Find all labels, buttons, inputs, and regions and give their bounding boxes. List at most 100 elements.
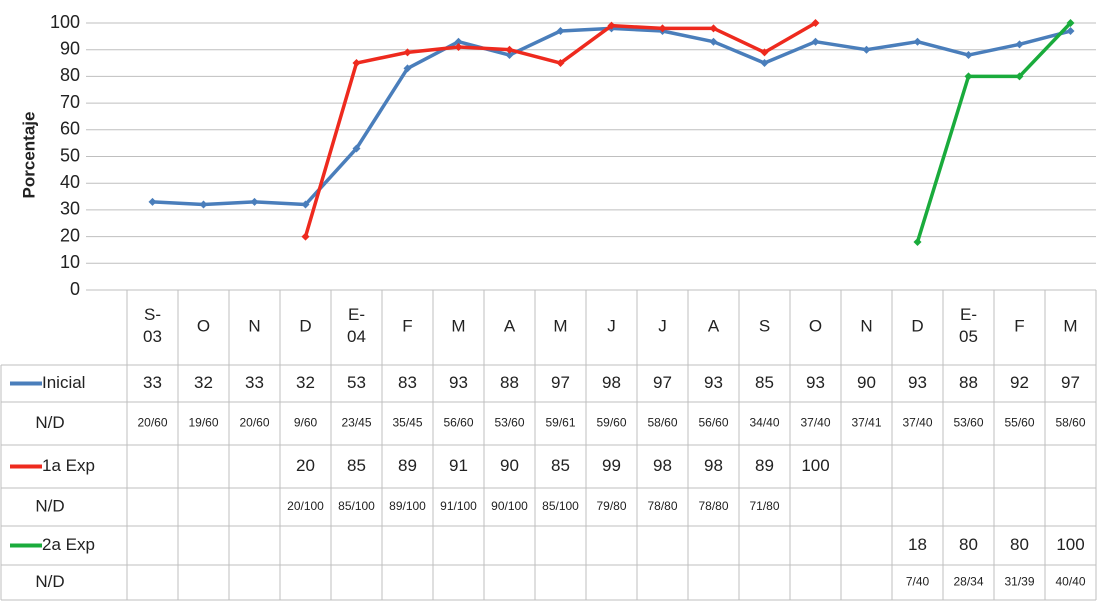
ratio-cell: 7/40 [906,575,930,589]
ratio-cell: 31/39 [1004,575,1034,589]
y-tick-label: 70 [60,92,80,112]
value-cell: 83 [398,373,417,392]
point [403,48,412,57]
value-cell: 97 [1061,373,1080,392]
value-cell: 93 [449,373,468,392]
x-tick-label: E- 05 [959,305,978,346]
ratio-cell: 55/60 [1004,416,1034,430]
ratio-cell: 37/40 [902,416,932,430]
ratio-cell: 23/45 [341,416,371,430]
series-line [915,21,1072,243]
ratio-cell: 20/100 [287,499,324,513]
y-tick-label: 10 [60,252,80,272]
point [709,24,718,33]
row-label: N/D [35,572,64,591]
ratio-cell: 53/60 [494,416,524,430]
ratio-cell: 56/60 [698,416,728,430]
value-cell: 91 [449,456,468,475]
x-tick-label: M [553,316,567,335]
row-label: N/D [35,496,64,515]
x-tick-label: S [759,316,770,335]
point [811,19,820,27]
legend-label: Inicial [42,373,85,392]
ratio-cell: 78/80 [647,499,677,513]
point [760,48,769,57]
ratio-cell: 91/100 [440,499,477,513]
point [301,200,310,209]
y-tick-label: 100 [50,12,80,32]
y-tick-label: 60 [60,119,80,139]
y-tick-label: 80 [60,65,80,85]
legend-label: 2a Exp [42,535,95,554]
x-tick-label: N [860,316,872,335]
ratio-cell: 71/80 [749,499,779,513]
point [403,64,412,73]
x-tick-label-line: S- [144,305,161,324]
ratio-cell: 58/60 [1055,416,1085,430]
value-cell: 20 [296,456,315,475]
value-cell: 18 [908,535,927,554]
value-cell: 93 [806,373,825,392]
point [709,37,718,46]
ratio-cell: 58/60 [647,416,677,430]
ratio-cell: 90/100 [491,499,528,513]
point [811,37,820,46]
point [199,200,208,209]
point [760,59,769,68]
x-tick-label: O [197,316,210,335]
point [1066,27,1075,36]
ratio-cell: 19/60 [188,416,218,430]
ratio-cell: 85/100 [338,499,375,513]
row-label: N/D [35,413,64,432]
value-cell: 88 [959,373,978,392]
point [1066,19,1075,27]
value-cell: 33 [245,373,264,392]
point [505,51,514,60]
value-cell: 99 [602,456,621,475]
y-tick-label: 50 [60,145,80,165]
x-tick-label-line: E- [348,305,365,324]
value-cell: 89 [755,456,774,475]
ratio-cell: 40/40 [1055,575,1085,589]
value-cell: 92 [1010,373,1029,392]
series-line [152,26,1071,207]
point [250,197,259,206]
ratio-cell: 59/61 [545,416,575,430]
point [352,59,361,68]
ratio-cell: 78/80 [698,499,728,513]
ratio-cell: 20/60 [239,416,269,430]
point [964,51,973,60]
point [658,24,667,33]
point [454,37,463,46]
value-cell: 53 [347,373,366,392]
x-tick-label: F [402,316,412,335]
x-tick-label-line: 05 [959,327,978,346]
point [556,59,565,68]
x-tick-label-line: 03 [143,327,162,346]
ratio-cell: 35/45 [392,416,422,430]
x-tick-label: A [708,316,720,335]
ratio-cell: 20/60 [137,416,167,430]
point [1015,72,1024,81]
ratio-cell: 37/40 [800,416,830,430]
ratio-cell: 79/80 [596,499,626,513]
ratio-cell: 89/100 [389,499,426,513]
value-cell: 80 [1010,535,1029,554]
value-cell: 90 [500,456,519,475]
value-cell: 100 [801,456,829,475]
value-cell: 32 [194,373,213,392]
ratio-cell: 85/100 [542,499,579,513]
y-tick-label: 20 [60,225,80,245]
value-cell: 93 [704,373,723,392]
point [301,232,310,241]
point [556,27,565,36]
value-cell: 88 [500,373,519,392]
point [607,21,616,30]
point [505,45,514,54]
value-cell: 32 [296,373,315,392]
value-cell: 85 [755,373,774,392]
y-tick-label: 90 [60,38,80,58]
point [913,37,922,46]
x-tick-label-line: E- [960,305,977,324]
